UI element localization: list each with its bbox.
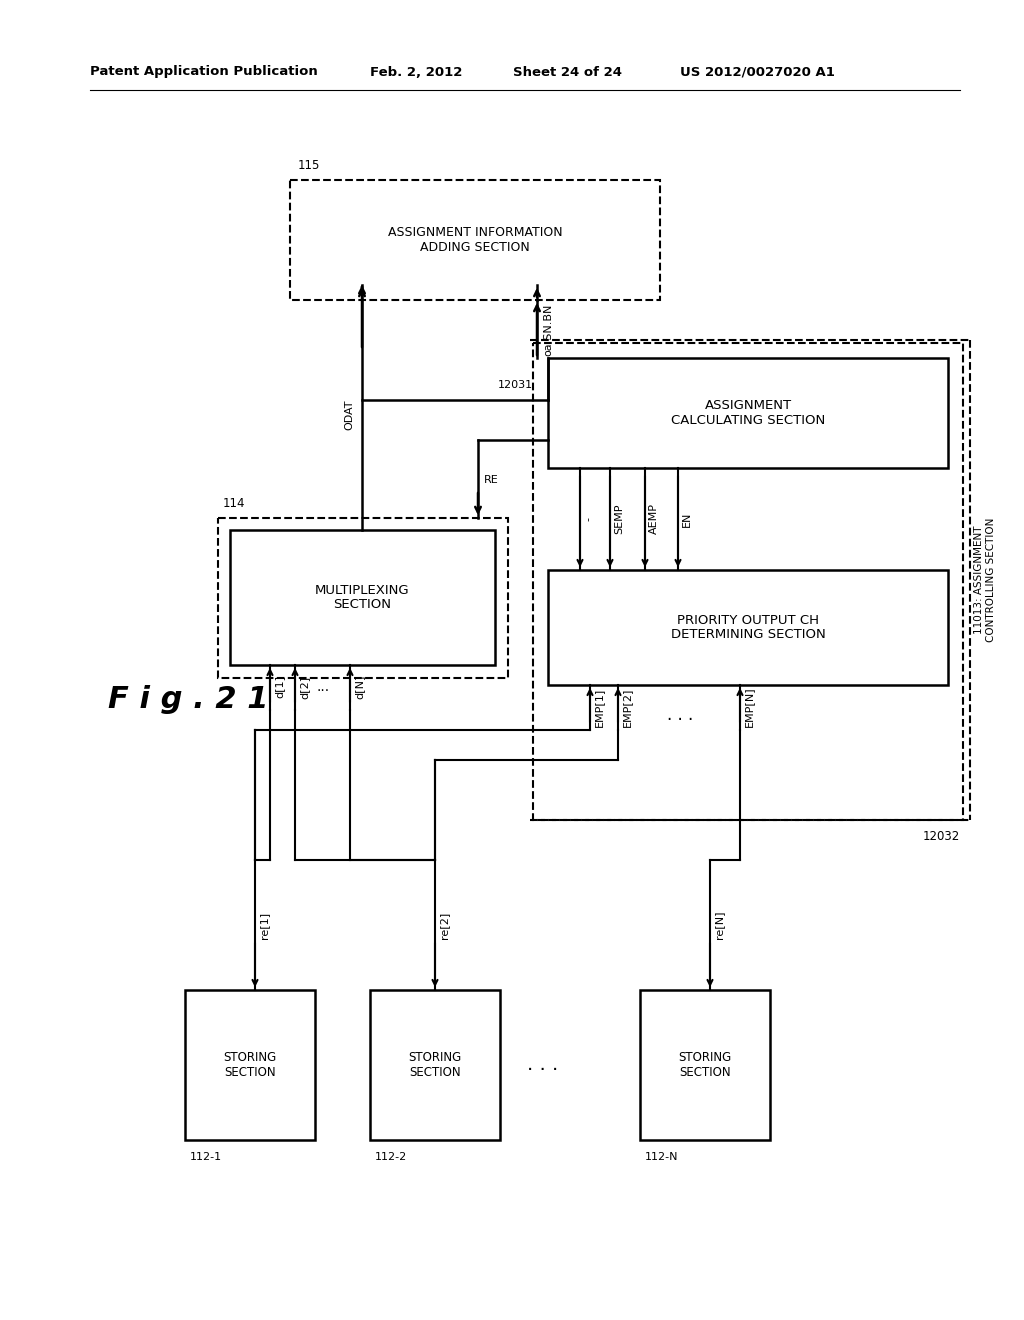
- Text: 114: 114: [223, 498, 246, 510]
- Text: Feb. 2, 2012: Feb. 2, 2012: [370, 66, 463, 78]
- Text: 12031: 12031: [498, 380, 534, 389]
- Text: EMP[2]: EMP[2]: [622, 688, 632, 727]
- Text: STORING
SECTION: STORING SECTION: [409, 1051, 462, 1078]
- Text: oa.SN.BN: oa.SN.BN: [543, 304, 553, 356]
- Text: STORING
SECTION: STORING SECTION: [678, 1051, 731, 1078]
- Text: . . .: . . .: [667, 706, 693, 723]
- Text: STORING
SECTION: STORING SECTION: [223, 1051, 276, 1078]
- Text: 12032: 12032: [923, 830, 961, 843]
- Bar: [185, 990, 315, 1140]
- Text: re[N]: re[N]: [714, 911, 724, 940]
- Text: 112-1: 112-1: [190, 1152, 222, 1162]
- Bar: [290, 180, 660, 300]
- Text: EMP[1]: EMP[1]: [594, 688, 604, 726]
- Text: F i g . 2 1: F i g . 2 1: [108, 685, 268, 714]
- Bar: [548, 358, 948, 469]
- Text: . . .: . . .: [527, 1056, 559, 1074]
- Text: 112-2: 112-2: [375, 1152, 408, 1162]
- Text: d[1]: d[1]: [274, 676, 284, 698]
- Text: ODAT: ODAT: [344, 400, 354, 430]
- Text: -: -: [584, 517, 594, 521]
- Text: RE: RE: [484, 475, 499, 484]
- Text: re[1]: re[1]: [259, 911, 269, 939]
- Text: SEMP: SEMP: [614, 504, 624, 535]
- Text: MULTIPLEXING
SECTION: MULTIPLEXING SECTION: [315, 583, 410, 611]
- Text: EMP[N]: EMP[N]: [744, 686, 754, 727]
- Text: d[2]: d[2]: [299, 676, 309, 698]
- Text: Sheet 24 of 24: Sheet 24 of 24: [513, 66, 622, 78]
- Bar: [370, 990, 500, 1140]
- Text: Patent Application Publication: Patent Application Publication: [90, 66, 317, 78]
- Text: 11013: ASSIGNMENT
CONTROLLING SECTION: 11013: ASSIGNMENT CONTROLLING SECTION: [974, 517, 995, 643]
- Text: US 2012/0027020 A1: US 2012/0027020 A1: [680, 66, 835, 78]
- Text: ASSIGNMENT INFORMATION
ADDING SECTION: ASSIGNMENT INFORMATION ADDING SECTION: [388, 226, 562, 253]
- Text: d[N]: d[N]: [354, 675, 364, 700]
- Text: 112-N: 112-N: [645, 1152, 679, 1162]
- Text: PRIORITY OUTPUT CH
DETERMINING SECTION: PRIORITY OUTPUT CH DETERMINING SECTION: [671, 614, 825, 642]
- Text: EN: EN: [682, 511, 692, 527]
- Bar: [534, 343, 963, 820]
- Bar: [548, 570, 948, 685]
- Text: AEMP: AEMP: [649, 503, 659, 535]
- Bar: [310, 195, 640, 285]
- Text: 115: 115: [298, 158, 321, 172]
- Bar: [230, 531, 495, 665]
- Text: ...: ...: [316, 680, 330, 694]
- Bar: [640, 990, 770, 1140]
- Bar: [218, 517, 508, 678]
- Text: re[2]: re[2]: [439, 911, 449, 939]
- Text: ASSIGNMENT
CALCULATING SECTION: ASSIGNMENT CALCULATING SECTION: [671, 399, 825, 426]
